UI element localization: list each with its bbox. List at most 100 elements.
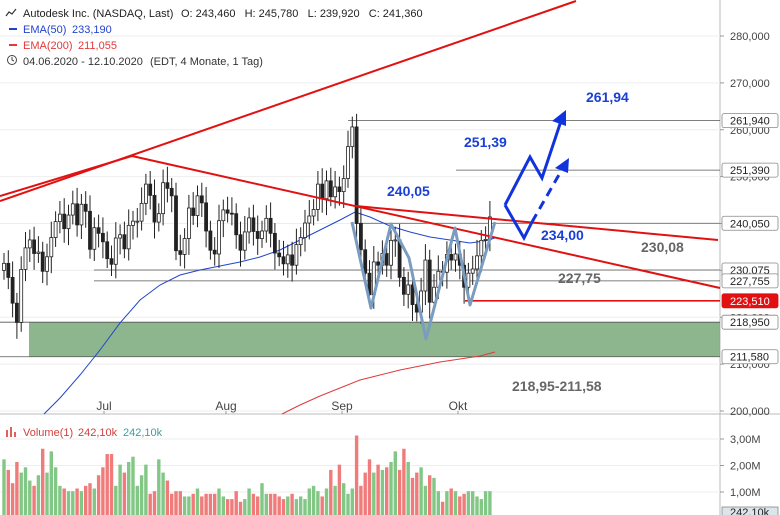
level-price-tag <box>721 349 779 365</box>
volume-bar <box>273 493 277 515</box>
candle-body <box>311 209 316 217</box>
annotation-label: 227,75 <box>558 270 601 286</box>
candle-body <box>251 217 256 232</box>
annotation-label: 261,94 <box>586 89 629 105</box>
volume-bar <box>152 491 157 515</box>
volume-bar <box>135 485 139 515</box>
candle-body <box>204 202 209 232</box>
volume-last-tag <box>721 506 779 515</box>
volume-bar <box>372 472 376 515</box>
forecast-arrow-solid <box>503 117 564 206</box>
volume-bar <box>316 491 320 515</box>
candle-body <box>328 180 333 198</box>
candle-body <box>58 213 62 223</box>
volume-bar <box>380 469 385 515</box>
candle-body <box>470 268 475 274</box>
candle-body <box>238 234 243 251</box>
candle-body <box>217 220 221 255</box>
candle-body <box>423 259 428 292</box>
volume-bar <box>458 496 462 515</box>
volume-icon-bar-1 <box>6 430 8 437</box>
volume-bar <box>251 493 256 515</box>
volume-bar <box>208 493 213 515</box>
volume-bar <box>440 501 445 515</box>
ema200-line <box>281 351 496 415</box>
level-price-tag <box>721 314 779 330</box>
volume-bar <box>264 493 268 515</box>
clock-icon <box>7 55 17 65</box>
candle-body <box>376 261 381 266</box>
volume-bar <box>32 485 36 515</box>
volume-panel: 1,00M 2,00M 3,00M 242,10k <box>0 434 779 515</box>
volume-bar <box>2 459 6 515</box>
volume-bar <box>234 491 238 515</box>
volume-bar <box>84 485 88 515</box>
descending-trendline <box>131 155 721 289</box>
volume-bar <box>170 493 174 515</box>
chart-type-icon[interactable] <box>5 8 17 17</box>
candle-body <box>234 213 239 236</box>
volume-bar <box>71 491 75 515</box>
volume-bar <box>406 462 410 515</box>
candle-body <box>101 232 105 243</box>
volume-bar <box>230 499 234 515</box>
legend-ema200-label[interactable]: EMA(200) <box>23 40 73 52</box>
candle-body <box>182 238 187 255</box>
candle-body <box>14 302 19 323</box>
candle-body <box>208 230 213 251</box>
legend-ema200-value: 211,055 <box>78 40 117 52</box>
volume-bar <box>105 454 109 515</box>
candle-body <box>453 253 458 261</box>
candle-body <box>212 249 217 255</box>
volume-bar <box>144 464 148 515</box>
candle-body <box>260 230 264 239</box>
legend-ohlc: O: 243,460 H: 245,780 L: 239,920 C: 241,… <box>181 8 423 20</box>
volume-bar <box>195 488 200 515</box>
volume-legend-label[interactable]: Volume(1) <box>23 427 73 439</box>
volume-bar <box>445 491 449 515</box>
candle-body <box>354 126 359 224</box>
volume-bar <box>389 462 393 515</box>
candle-body <box>49 237 54 258</box>
candle-body <box>199 195 204 204</box>
candle-body <box>161 182 166 215</box>
candle-body <box>113 237 118 265</box>
volume-bar <box>187 496 191 515</box>
y-tick-label: 200,000 <box>730 406 770 418</box>
candle-body <box>118 234 122 239</box>
candle-body <box>449 254 454 261</box>
candle-body <box>92 227 97 250</box>
volume-y-tick-label: 3,00M <box>730 434 761 446</box>
candle-body <box>350 126 355 148</box>
volume-y-tick-label: 2,00M <box>730 461 761 473</box>
volume-bar <box>92 488 96 515</box>
candle-body <box>186 207 191 239</box>
volume-bar <box>75 488 79 515</box>
candle-body <box>479 239 484 257</box>
volume-bar <box>359 485 363 515</box>
candle-body <box>27 239 32 249</box>
candle-body <box>255 231 260 239</box>
legend: Autodesk Inc. (NASDAQ, Last) O: 243,460 … <box>5 8 423 68</box>
support-zone-layer <box>29 322 720 357</box>
candle-body <box>79 203 84 226</box>
level-price-tag <box>721 273 779 289</box>
volume-bar <box>453 491 458 515</box>
volume-bar <box>28 480 32 515</box>
volume-bar <box>139 475 144 515</box>
candle-body <box>32 239 36 254</box>
level-price-tag <box>721 162 779 178</box>
volume-bar <box>423 485 428 515</box>
legend-ema50-label[interactable]: EMA(50) <box>23 24 66 36</box>
level-price-label: 251,390 <box>730 165 770 177</box>
candle-body <box>143 183 148 204</box>
candle-body <box>393 239 398 242</box>
candle-body <box>36 251 41 254</box>
volume-bar <box>436 491 440 515</box>
volume-bar <box>449 488 453 515</box>
candle-body <box>337 186 342 193</box>
candle-body <box>229 212 234 215</box>
x-tick-label: Okt <box>449 399 468 413</box>
candle-body <box>23 247 28 270</box>
candle-body <box>397 239 402 278</box>
